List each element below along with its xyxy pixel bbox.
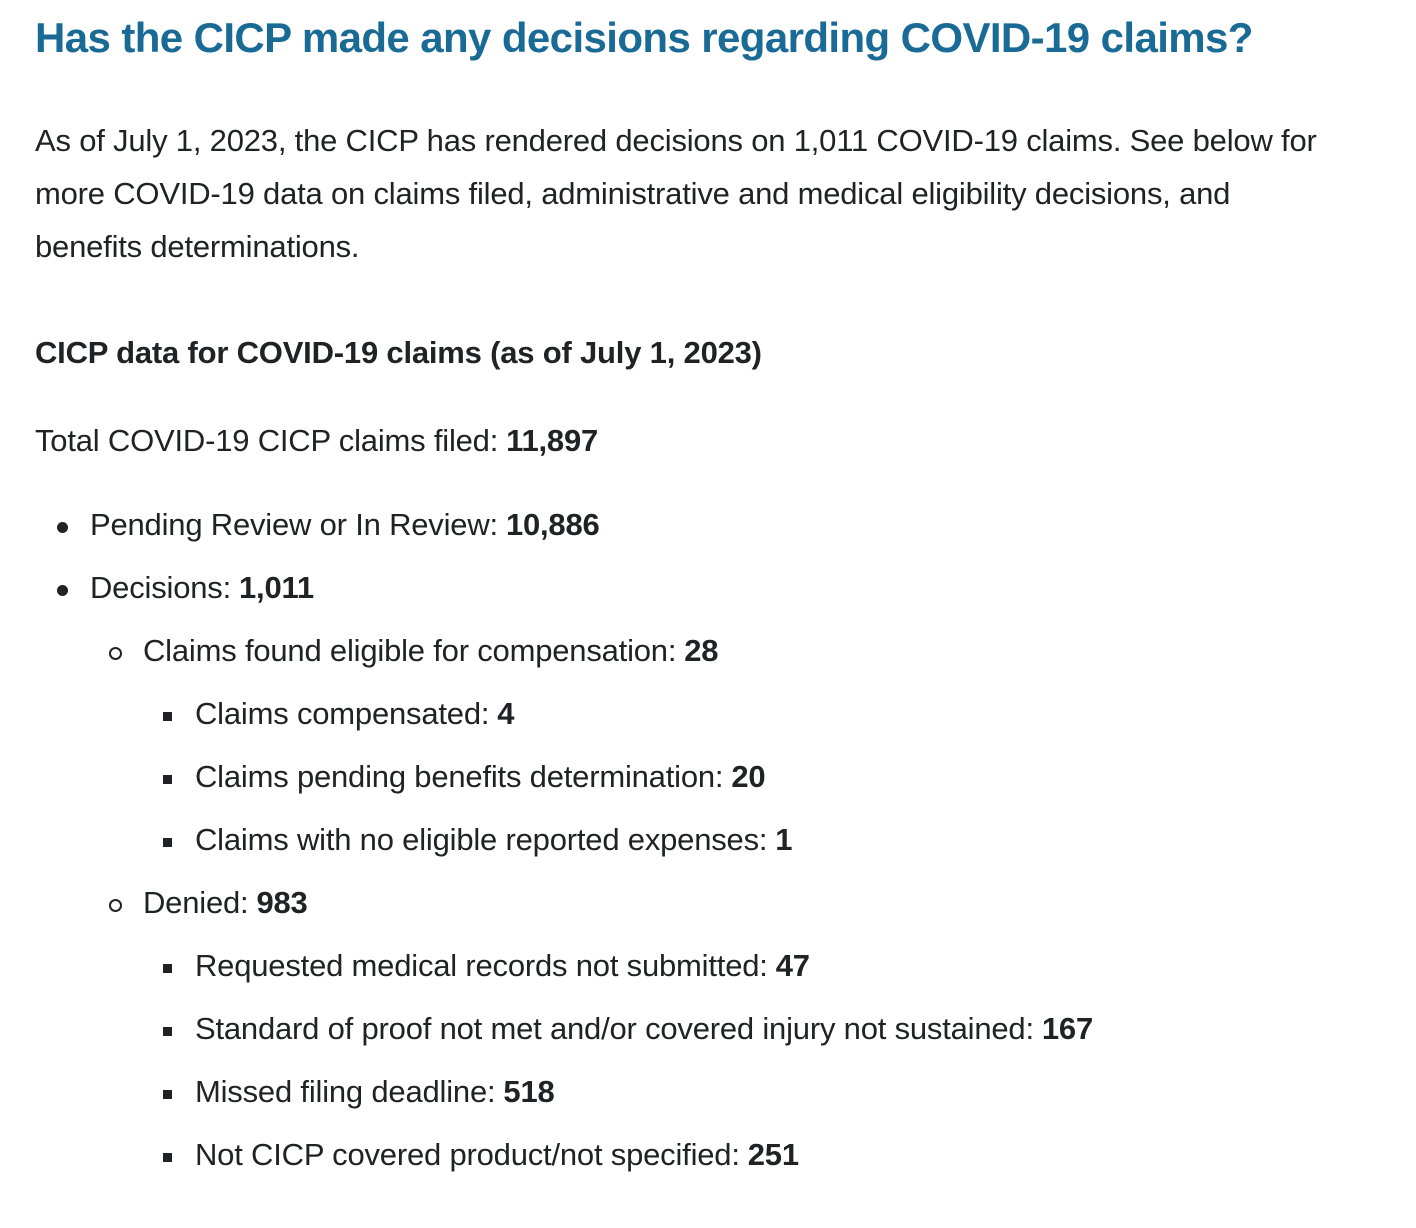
list-item-label: Claims found eligible for compensation:: [143, 633, 677, 668]
list-item-label: Not CICP covered product/not specified:: [195, 1137, 740, 1172]
list-item-label: Decisions:: [90, 570, 231, 605]
total-claims-label: Total COVID-19 CICP claims filed:: [35, 423, 499, 458]
intro-paragraph: As of July 1, 2023, the CICP has rendere…: [35, 114, 1392, 273]
article: Has the CICP made any decisions regardin…: [0, 14, 1416, 1177]
list-item: Claims pending benefits determination: 20: [35, 755, 1392, 799]
list-item-value: 4: [497, 696, 515, 731]
list-item: Requested medical records not submitted:…: [35, 944, 1392, 988]
claims-breakdown-list: Pending Review or In Review: 10,886 Decisi…: [35, 503, 1392, 1177]
list-item: Claims with no eligible reported expense…: [35, 818, 1392, 862]
list-item-value: 28: [684, 633, 719, 668]
page-title: Has the CICP made any decisions regardin…: [35, 14, 1253, 61]
list-item: Claims compensated: 4: [35, 692, 1392, 736]
list-item: Missed filing deadline: 518: [35, 1070, 1392, 1114]
list-item-label: Claims with no eligible reported expense…: [195, 822, 768, 857]
list-item-value: 1,011: [239, 570, 314, 605]
list-item: Pending Review or In Review: 10,886: [35, 503, 1392, 547]
list-item-label: Standard of proof not met and/or covered…: [195, 1011, 1034, 1046]
list-item: Claims found eligible for compensation: 2…: [35, 629, 1392, 673]
total-claims-line: Total COVID-19 CICP claims filed: 11,897: [35, 419, 1392, 463]
list-item-value: 1: [775, 822, 793, 857]
list-item: Denied: 983: [35, 881, 1392, 925]
list-item-label: Requested medical records not submitted:: [195, 948, 768, 983]
total-claims-value: 11,897: [506, 423, 599, 458]
list-item-label: Denied:: [143, 885, 249, 920]
list-item-value: 10,886: [505, 507, 600, 542]
intro-line: more COVID-19 data on claims filed, admi…: [35, 176, 1231, 211]
list-item: Decisions: 1,011: [35, 566, 1392, 610]
list-item-value: 47: [775, 948, 810, 983]
list-item: Not CICP covered product/not specified: 2…: [35, 1133, 1392, 1177]
list-item-value: 518: [503, 1074, 555, 1109]
list-item-value: 20: [731, 759, 766, 794]
intro-line: benefits determinations.: [35, 229, 360, 264]
data-subheading: CICP data for COVID-19 claims (as of Jul…: [35, 335, 762, 370]
list-item-label: Missed filing deadline:: [195, 1074, 496, 1109]
list-item-label: Claims pending benefits determination:: [195, 759, 724, 794]
list-item-value: 167: [1041, 1011, 1094, 1046]
list-item-value: 983: [256, 885, 308, 920]
list-item-value: 251: [747, 1137, 799, 1172]
list-item-label: Claims compensated:: [195, 696, 490, 731]
list-item-label: Pending Review or In Review:: [90, 507, 498, 542]
list-item: Standard of proof not met and/or covered…: [35, 1007, 1392, 1051]
intro-line: As of July 1, 2023, the CICP has rendere…: [35, 123, 1317, 158]
